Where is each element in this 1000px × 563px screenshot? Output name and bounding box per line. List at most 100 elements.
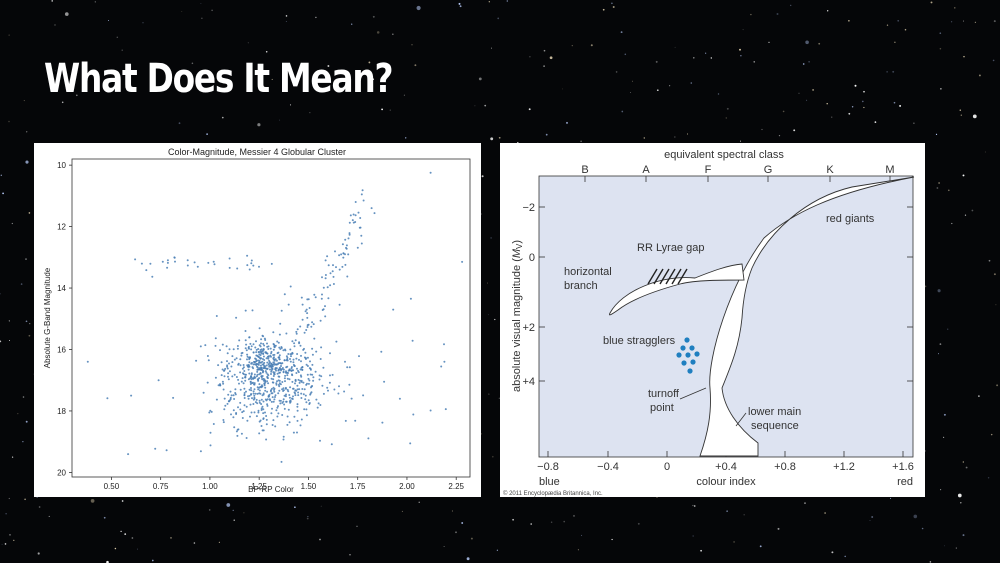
star [260, 72, 262, 75]
scatter-point [260, 398, 263, 401]
star [5, 513, 7, 515]
scatter-point [248, 357, 251, 360]
scatter-point [213, 263, 216, 266]
star [947, 189, 950, 192]
star [943, 545, 945, 547]
star [136, 548, 138, 550]
star [401, 510, 403, 512]
scatter-point [440, 365, 443, 368]
scatter-point [283, 403, 286, 406]
scatter-point [276, 406, 279, 409]
star [831, 551, 834, 554]
scatter-point [258, 265, 260, 268]
scatter-point [199, 450, 202, 453]
scatter-point [257, 359, 260, 362]
scatter-point [223, 375, 226, 378]
scatter-point [286, 388, 289, 391]
star [739, 48, 741, 51]
scatter-point [258, 401, 261, 404]
star [921, 527, 924, 530]
scatter-point [255, 348, 258, 351]
scatter-point [280, 362, 283, 365]
scatter-point [272, 348, 275, 351]
scatter-point [358, 226, 361, 229]
x-end-label-blue: blue [539, 476, 560, 488]
scatter-point [86, 360, 89, 363]
scatter-point [326, 255, 329, 258]
star [48, 515, 50, 517]
scatter-point [267, 394, 270, 397]
scatter-point [270, 366, 273, 369]
star [710, 57, 712, 59]
star [992, 59, 995, 62]
star [2, 192, 4, 195]
scatter-point [273, 345, 276, 348]
scatter-point [232, 416, 235, 419]
scatter-point [207, 261, 210, 264]
scatter-point [303, 331, 306, 334]
star [863, 90, 865, 93]
scatter-point [297, 394, 300, 397]
star [693, 505, 696, 507]
scatter-point [264, 380, 267, 383]
scatter-point [409, 442, 412, 445]
scatter-point [271, 392, 274, 395]
scatter-point [243, 392, 246, 394]
star [562, 88, 563, 90]
star [8, 320, 10, 322]
scatter-point [260, 342, 262, 345]
scatter-point [304, 398, 307, 401]
star [693, 57, 695, 59]
turnoff-pointer-line [679, 387, 707, 400]
scatter-point [231, 361, 234, 364]
scatter-point [313, 293, 316, 296]
scatter-point [285, 400, 288, 403]
scatter-point [288, 421, 291, 424]
scatter-point [245, 405, 248, 408]
scatter-point [320, 346, 323, 349]
scatter-point [282, 368, 285, 371]
scatter-point [286, 374, 289, 377]
scatter-point [240, 354, 243, 357]
star [61, 101, 64, 104]
scatter-point [286, 377, 289, 380]
scatter-point [282, 349, 285, 352]
scatter-point [255, 415, 258, 418]
scatter-point [296, 388, 299, 391]
x-tick-label: +0.4 [715, 461, 737, 473]
scatter-point [290, 355, 292, 358]
scatter-point [209, 409, 212, 412]
scatter-point [306, 298, 309, 301]
scatter-point [338, 303, 341, 306]
x-axis-label: colour index [696, 476, 756, 488]
y-tick-label: 18 [57, 407, 66, 416]
scatter-point [319, 404, 322, 406]
star [28, 212, 31, 214]
star [201, 17, 203, 19]
scatter-point [244, 339, 247, 342]
scatter-point [277, 405, 279, 408]
scatter-point [304, 358, 307, 360]
star [247, 42, 249, 44]
star [206, 133, 208, 135]
scatter-point [255, 375, 258, 378]
scatter-point [249, 403, 252, 406]
star [964, 214, 967, 216]
star [612, 6, 615, 8]
star [962, 461, 964, 463]
scatter-point [249, 383, 252, 385]
star [121, 49, 123, 51]
scatter-point [223, 369, 226, 372]
scatter-point [223, 397, 226, 400]
star [936, 187, 939, 189]
star [221, 116, 224, 119]
scatter-point [277, 375, 280, 378]
spectral-class-label: A [642, 164, 650, 176]
scatter-point [342, 256, 345, 259]
scatter-point [288, 396, 291, 399]
star [294, 506, 296, 508]
scatter-point [321, 384, 324, 387]
scatter-point [252, 390, 255, 393]
scatter-point [264, 386, 267, 389]
star [191, 62, 194, 65]
